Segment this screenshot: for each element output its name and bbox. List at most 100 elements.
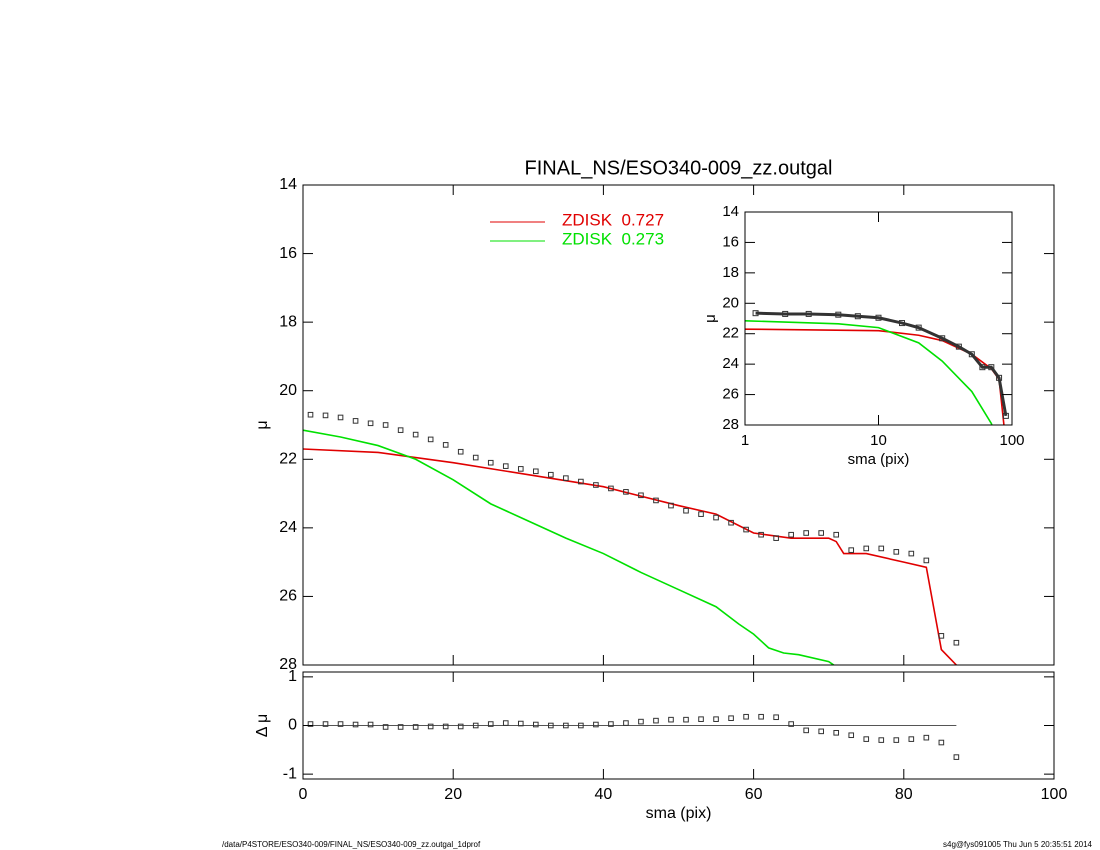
footer-path: /data/P4STORE/ESO340-009/FINAL_NS/ESO340…: [222, 840, 481, 849]
data-point: [728, 715, 734, 722]
data-point: [863, 736, 870, 742]
data-point: [397, 724, 404, 730]
x-tick-label: 60: [745, 786, 763, 803]
data-point: [752, 310, 759, 317]
data-point: [427, 723, 434, 730]
data-point: [608, 721, 614, 727]
y-tick-label: 16: [722, 233, 739, 250]
data-point: [517, 720, 524, 727]
plot-area: [745, 310, 1009, 425]
data-point: [367, 420, 374, 427]
data-point: [773, 535, 779, 541]
y-tick-label: 22: [279, 451, 297, 468]
y-axis-label: Δ μ: [254, 714, 271, 737]
y-tick-label: 16: [279, 245, 297, 262]
y-axis-label: μ: [702, 314, 719, 323]
data-point: [848, 547, 855, 553]
data-point: [788, 531, 794, 538]
data-point: [593, 721, 599, 728]
y-tick-label: 20: [279, 382, 297, 399]
data-point: [337, 721, 344, 727]
data-point: [728, 519, 734, 526]
y-tick-label: 24: [279, 519, 297, 536]
x-tick-label: 100: [1041, 786, 1068, 803]
data-point: [412, 724, 419, 730]
data-point: [502, 463, 509, 469]
data-point: [563, 475, 569, 481]
data-point: [908, 550, 915, 557]
x-tick-label: 80: [895, 786, 913, 803]
x-tick-label: 1: [741, 432, 749, 449]
y-tick-label: -1: [283, 765, 297, 782]
data-point: [758, 713, 764, 720]
data-point: [608, 485, 614, 492]
footer-stamp: s4g@fys091005 Thu Jun 5 20:35:51 2014: [943, 840, 1093, 849]
y-axis-label: μ: [254, 420, 271, 429]
data-point: [938, 739, 945, 746]
data-point: [854, 313, 861, 320]
data-point: [713, 716, 719, 722]
x-tick-label: 100: [999, 432, 1024, 449]
data-point: [322, 412, 329, 419]
data-point: [968, 351, 975, 358]
y-tick-label: 24: [722, 355, 739, 372]
data-point: [352, 418, 359, 424]
data-point: [487, 721, 494, 727]
data-point: [578, 722, 584, 729]
axes-frame: [302, 184, 1055, 666]
data-point: [996, 374, 1003, 381]
legend-label: ZDISK 0.273: [562, 229, 664, 248]
data-point: [548, 722, 554, 729]
data-point: [533, 721, 539, 728]
y-tick-label: 20: [722, 294, 739, 311]
data-point: [668, 716, 674, 723]
model-line: [303, 448, 957, 665]
data-point: [487, 459, 494, 466]
chart-title: FINAL_NS/ESO340-009_zz.outgal: [525, 157, 833, 179]
data-point: [307, 721, 314, 727]
y-tick-label: 18: [722, 264, 739, 281]
data-point: [878, 737, 885, 743]
data-point: [367, 721, 374, 728]
data-point: [878, 545, 885, 552]
data-point: [307, 411, 314, 418]
data-point: [803, 530, 809, 536]
data-point: [818, 530, 824, 536]
data-point: [472, 722, 479, 729]
data-point: [638, 718, 644, 725]
data-point: [782, 310, 789, 317]
y-tick-label: 18: [279, 313, 297, 330]
data-point: [593, 482, 599, 488]
data-point: [713, 514, 719, 521]
y-tick-label: 0: [288, 717, 297, 734]
y-tick-label: 14: [279, 176, 297, 193]
data-point: [938, 633, 945, 639]
y-tick-label: 28: [279, 656, 297, 673]
data-point: [758, 531, 764, 538]
data-point: [683, 507, 689, 514]
data-point: [517, 466, 524, 472]
data-point: [623, 489, 629, 495]
data-point: [578, 478, 584, 485]
y-tick-label: 14: [722, 203, 739, 220]
data-point: [397, 427, 404, 433]
data-point: [848, 732, 855, 739]
data-point: [835, 311, 842, 318]
x-tick-label: 20: [444, 786, 462, 803]
y-tick-label: 1: [288, 668, 297, 685]
data-point: [899, 320, 906, 327]
data-point: [988, 364, 995, 371]
data-point: [939, 335, 946, 342]
data-point: [322, 721, 329, 727]
data-point: [788, 721, 794, 727]
data-point: [979, 364, 986, 371]
data-point: [533, 468, 539, 475]
data-point: [833, 729, 840, 736]
data-point: [875, 314, 882, 321]
data-point: [915, 324, 922, 331]
model-line: [303, 429, 836, 665]
legend-label: ZDISK 0.727: [562, 210, 664, 229]
data-point: [412, 431, 419, 438]
y-tick-label: 28: [722, 416, 739, 433]
data-point: [472, 454, 479, 461]
